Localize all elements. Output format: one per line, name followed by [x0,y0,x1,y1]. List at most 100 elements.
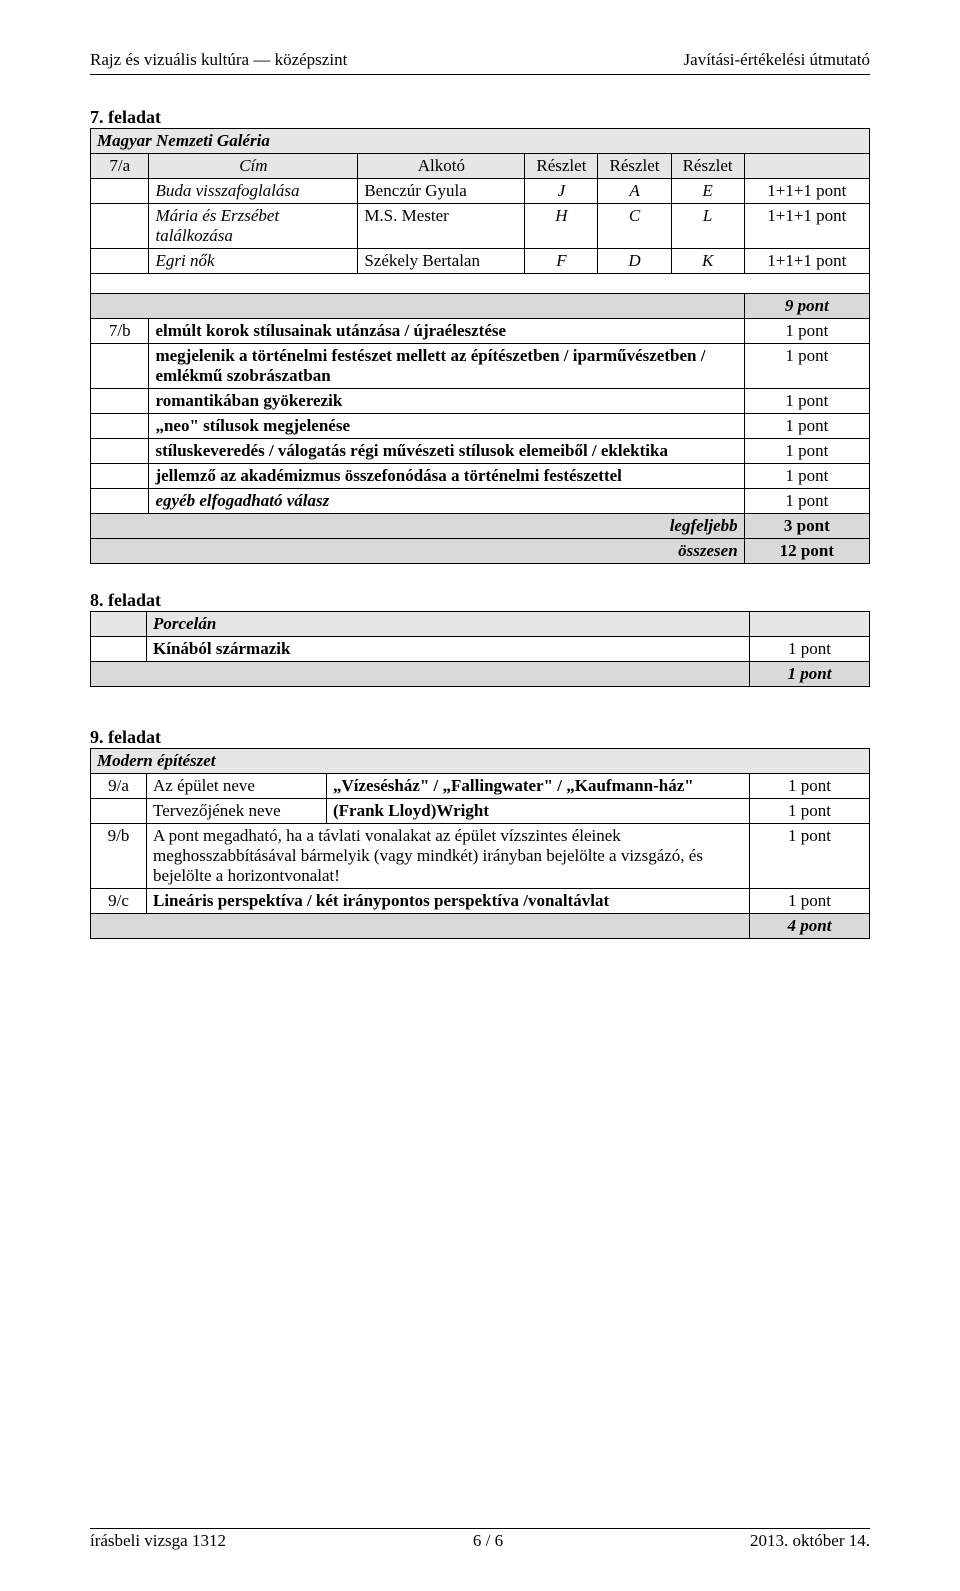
task8-table: Porcelán Kínából származik 1 pont 1 pont [90,611,870,687]
cell: 1+1+1 pont [744,179,869,204]
cell: romantikában gyökerezik [149,389,744,414]
cell [91,612,147,637]
cell: Székely Bertalan [358,249,525,274]
cell: 9/a [91,774,147,799]
table-row: Kínából származik 1 pont [91,637,870,662]
cell: megjelenik a történelmi festészet mellet… [149,344,744,389]
table-row: Mária és Erzsébet találkozása M.S. Meste… [91,204,870,249]
cell: 1 pont [744,489,869,514]
cell: 3 pont [744,514,869,539]
task9-subtitle: Modern építészet [91,749,870,774]
table-row: 9/a Az épület neve „Vízesésház" / „Falli… [91,774,870,799]
cell: 9/b [91,824,147,889]
task9-title: 9. feladat [90,727,870,748]
cell: J [525,179,598,204]
cell: 9/c [91,889,147,914]
table-row: 7/b elmúlt korok stílusainak utánzása / … [91,319,870,344]
cell [91,414,149,439]
cell [91,914,750,939]
cell: Részlet [598,154,671,179]
cell: stíluskeveredés / válogatás régi művésze… [149,439,744,464]
cell: elmúlt korok stílusainak utánzása / újra… [149,319,744,344]
cell [91,179,149,204]
table-row: megjelenik a történelmi festészet mellet… [91,344,870,389]
task7-subtitle: Magyar Nemzeti Galéria [91,129,870,154]
cell: 1 pont [750,799,870,824]
cell: E [671,179,744,204]
cell: D [598,249,671,274]
cell: 7/b [91,319,149,344]
cell: Cím [149,154,358,179]
cell: 1 pont [750,637,870,662]
task8-total-row: 1 pont [91,662,870,687]
cell: (Frank Lloyd)Wright [327,799,750,824]
task7b-total-top-row: 9 pont [91,294,870,319]
table-row: Tervezőjének neve (Frank Lloyd)Wright 1 … [91,799,870,824]
task7-title: 7. feladat [90,107,870,128]
cell: „Vízesésház" / „Fallingwater" / „Kaufman… [327,774,750,799]
cell [750,612,870,637]
cell: 1 pont [744,319,869,344]
cell: egyéb elfogadható válasz [149,489,744,514]
cell: Részlet [671,154,744,179]
cell [91,439,149,464]
footer-right: 2013. október 14. [750,1531,870,1551]
cell: Tervezőjének neve [147,799,327,824]
cell: L [671,204,744,249]
footer-center: 6 / 6 [473,1531,503,1551]
cell [91,662,750,687]
cell: Részlet [525,154,598,179]
cell [91,489,149,514]
table-row: jellemző az akadémizmus összefonódása a … [91,464,870,489]
cell: M.S. Mester [358,204,525,249]
cell [91,464,149,489]
table-row: 9/c Lineáris perspektíva / két iránypont… [91,889,870,914]
table-row: 9/b A pont megadható, ha a távlati vonal… [91,824,870,889]
cell: 1 pont [744,464,869,489]
cell: legfeljebb [91,514,745,539]
cell: Alkotó [358,154,525,179]
cell: Kínából származik [147,637,750,662]
cell [91,389,149,414]
cell: 7/a [91,154,149,179]
task7b-osszesen-row: összesen 12 pont [91,539,870,564]
task9-subtitle-row: Modern építészet [91,749,870,774]
cell: A [598,179,671,204]
task7-subtitle-row: Magyar Nemzeti Galéria [91,129,870,154]
cell: 1 pont [750,774,870,799]
cell [744,154,869,179]
header-rule [90,74,870,75]
cell: 1 pont [750,662,870,687]
cell [91,249,149,274]
cell: H [525,204,598,249]
task7b-legfeljebb-row: legfeljebb 3 pont [91,514,870,539]
cell: jellemző az akadémizmus összefonódása a … [149,464,744,489]
cell: Benczúr Gyula [358,179,525,204]
cell: 4 pont [750,914,870,939]
task8-title: 8. feladat [90,590,870,611]
cell: 1 pont [744,414,869,439]
task8-subtitle: Porcelán [147,612,750,637]
cell [91,274,870,294]
task8-subtitle-row: Porcelán [91,612,870,637]
cell [91,294,745,319]
cell: „neo" stílusok megjelenése [149,414,744,439]
table-row: romantikában gyökerezik 1 pont [91,389,870,414]
cell [91,799,147,824]
cell: K [671,249,744,274]
header-left: Rajz és vizuális kultúra — középszint [90,50,347,70]
task7-table: Magyar Nemzeti Galéria 7/a Cím Alkotó Ré… [90,128,870,564]
task9-total-row: 4 pont [91,914,870,939]
cell: F [525,249,598,274]
cell: Lineáris perspektíva / két iránypontos p… [147,889,750,914]
cell: 1 pont [750,889,870,914]
page-header: Rajz és vizuális kultúra — középszint Ja… [90,50,870,70]
table-row: „neo" stílusok megjelenése 1 pont [91,414,870,439]
header-right: Javítási-értékelési útmutató [684,50,870,70]
blank-row [91,274,870,294]
footer-left: írásbeli vizsga 1312 [90,1531,226,1551]
cell [91,637,147,662]
cell: A pont megadható, ha a távlati vonalakat… [147,824,750,889]
cell: összesen [91,539,745,564]
cell: 1+1+1 pont [744,204,869,249]
